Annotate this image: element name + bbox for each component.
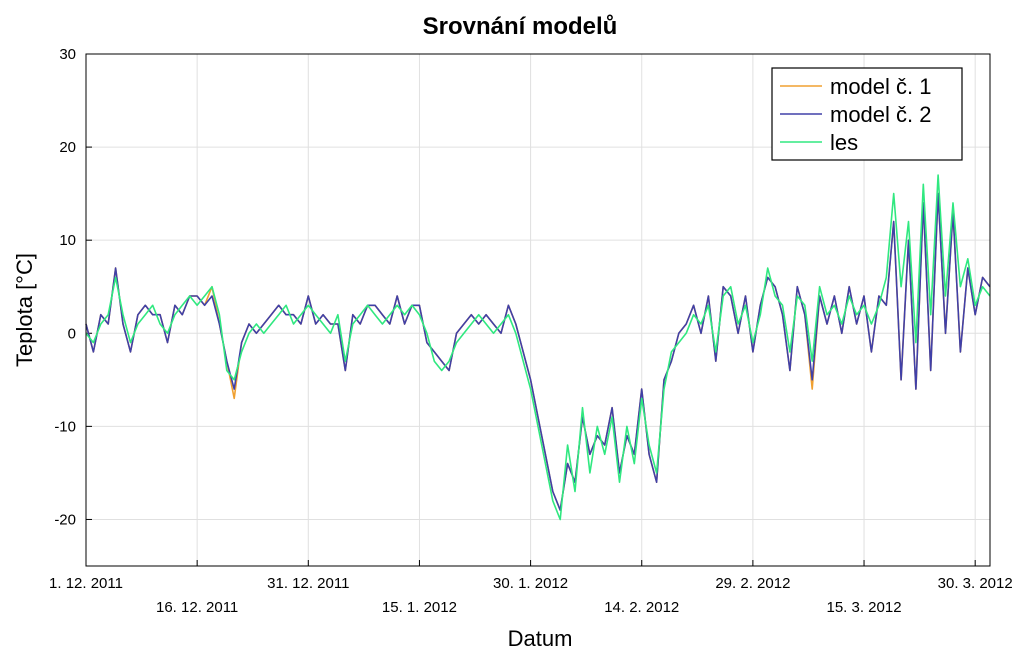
y-tick-label: 20 bbox=[59, 139, 76, 156]
chart-title: Srovnání modelů bbox=[423, 13, 618, 40]
x-tick-label: 31. 12. 2011 bbox=[267, 575, 349, 592]
plot-frame bbox=[85, 53, 991, 567]
x-tick-label: 29. 2. 2012 bbox=[715, 575, 790, 592]
legend-label: les bbox=[830, 130, 858, 155]
x-tick-label: 30. 1. 2012 bbox=[493, 575, 568, 592]
legend-label: model č. 2 bbox=[830, 102, 932, 127]
x-tick-label: 14. 2. 2012 bbox=[604, 599, 679, 616]
x-tick-label: 1. 12. 2011 bbox=[49, 575, 123, 592]
y-tick-label: 10 bbox=[59, 232, 76, 249]
legend-label: model č. 1 bbox=[830, 74, 932, 99]
y-tick-label: -20 bbox=[54, 511, 76, 528]
x-axis-label: Datum bbox=[508, 626, 573, 651]
x-tick-label: 15. 1. 2012 bbox=[382, 599, 457, 616]
series-line bbox=[85, 192, 991, 511]
y-tick-label: -10 bbox=[54, 418, 76, 435]
x-tick-label: 15. 3. 2012 bbox=[826, 599, 901, 616]
y-tick-label: 30 bbox=[59, 46, 76, 63]
x-tick-label: 30. 3. 2012 bbox=[938, 575, 1013, 592]
series-line bbox=[85, 192, 991, 511]
y-tick-label: 0 bbox=[68, 325, 76, 342]
series-line bbox=[85, 174, 991, 521]
x-tick-label: 16. 12. 2011 bbox=[156, 599, 238, 616]
y-axis-label: Teplota [°C] bbox=[12, 253, 37, 367]
